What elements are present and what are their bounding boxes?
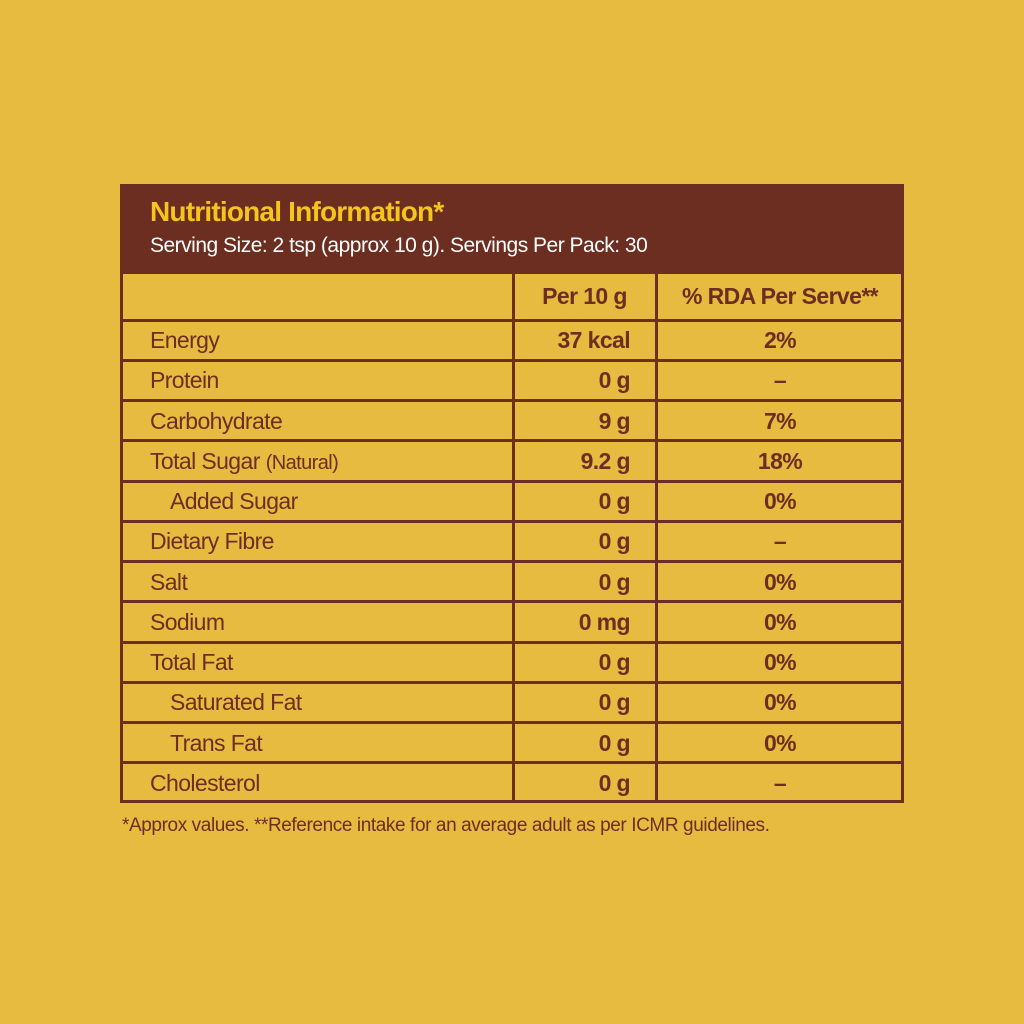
- footnote: *Approx values. **Reference intake for a…: [122, 815, 770, 836]
- rda: 0%: [763, 488, 797, 514]
- rda: 7%: [763, 407, 797, 434]
- row-label: Energy: [150, 320, 220, 360]
- amount: 0 g: [598, 528, 631, 555]
- rda: –: [773, 528, 787, 555]
- nutrient-name: Carbohydrate: [150, 407, 283, 434]
- rda: –: [773, 367, 787, 394]
- rda: 0%: [763, 729, 797, 756]
- nutrient-name: Total Fat: [150, 649, 233, 675]
- amount: 9 g: [598, 407, 631, 434]
- header-band: [120, 184, 904, 272]
- amount: 0 g: [598, 367, 631, 394]
- amount: 0 g: [598, 568, 631, 595]
- nutrient-name: Total Sugar: [150, 447, 260, 474]
- amount: 0 mg: [578, 608, 631, 635]
- column-header: Per 10 g: [542, 283, 627, 309]
- amount: 37 kcal: [557, 327, 630, 353]
- row-label: Trans Fat: [170, 723, 263, 763]
- column-line: [511, 272, 515, 803]
- row-label: Total Sugar (Natural): [150, 441, 339, 481]
- nutrient-name: Saturated Fat: [170, 689, 302, 716]
- row-label: Dietary Fibre: [150, 521, 274, 561]
- amount: 0 g: [598, 649, 631, 675]
- rda: 18%: [757, 447, 803, 474]
- row-label: Carbohydrate: [150, 401, 283, 441]
- rda: 0%: [763, 608, 797, 635]
- amount: 0 g: [598, 729, 631, 756]
- subtitle: Serving Size: 2 tsp (approx 10 g). Servi…: [150, 234, 648, 257]
- rda: 0%: [763, 568, 797, 595]
- nutrient-name: Salt: [150, 568, 188, 595]
- rda: 2%: [763, 327, 797, 353]
- nutrient-name: Sodium: [150, 608, 225, 635]
- row-label: Cholesterol: [150, 763, 260, 803]
- column-header: % RDA Per Serve**: [681, 283, 879, 309]
- row-label: Sodium: [150, 602, 225, 642]
- column-line: [654, 272, 658, 803]
- rda: –: [773, 769, 787, 796]
- rda: 0%: [763, 649, 797, 675]
- nutrient-name: Added Sugar: [170, 488, 298, 514]
- row-label: Saturated Fat: [170, 682, 302, 722]
- title: Nutritional Information*: [150, 196, 444, 227]
- row-label: Added Sugar: [170, 481, 298, 521]
- nutrient-note: (Natural): [265, 451, 339, 474]
- amount: 0 g: [598, 488, 631, 514]
- amount: 0 g: [598, 769, 631, 796]
- amount: 0 g: [598, 689, 631, 716]
- row-label: Protein: [150, 360, 219, 400]
- nutrient-name: Trans Fat: [170, 729, 263, 756]
- nutrient-name: Cholesterol: [150, 769, 260, 796]
- row-label: Total Fat: [150, 642, 233, 682]
- nutrient-name: Protein: [150, 367, 219, 394]
- row-label: Salt: [150, 562, 188, 602]
- amount: 9.2 g: [580, 447, 631, 474]
- nutrient-name: Energy: [150, 327, 220, 353]
- nutrient-name: Dietary Fibre: [150, 528, 274, 555]
- rda: 0%: [763, 689, 797, 716]
